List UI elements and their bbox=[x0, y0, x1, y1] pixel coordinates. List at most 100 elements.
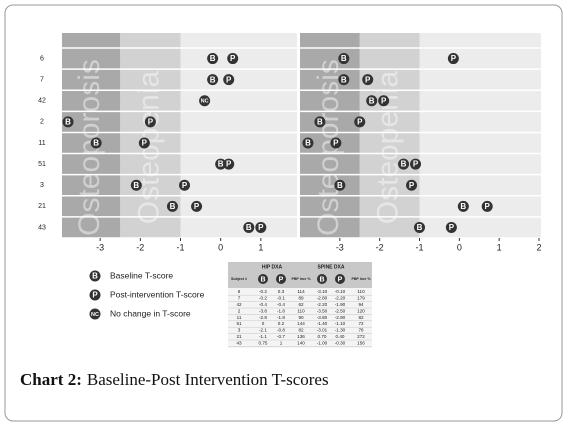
legend-label: No change in T-score bbox=[110, 308, 191, 318]
marker-symbol: P bbox=[365, 75, 371, 84]
marker bbox=[481, 200, 493, 212]
marker-symbol: P bbox=[258, 223, 264, 232]
table-group-header: SPINE DXA bbox=[318, 264, 345, 270]
table-cell: -3.01 bbox=[317, 328, 328, 333]
x-tick-label: 0 bbox=[457, 242, 462, 252]
table-cell: -1.1 bbox=[259, 334, 267, 339]
table-cell: 82 bbox=[358, 315, 364, 320]
legend-marker-symbol: B bbox=[92, 272, 98, 281]
marker-symbol: P bbox=[333, 139, 339, 148]
table-cell: -2.20 bbox=[335, 296, 346, 301]
table-cell: -2.1 bbox=[259, 328, 267, 333]
marker-symbol: B bbox=[133, 181, 139, 190]
marker-symbol: B bbox=[170, 202, 176, 211]
marker bbox=[207, 53, 219, 65]
marker bbox=[191, 200, 203, 212]
marker bbox=[330, 137, 342, 149]
marker bbox=[130, 179, 142, 191]
table-cell: 110 bbox=[357, 289, 365, 294]
table-cell: 1 bbox=[280, 340, 283, 345]
table-header-icon bbox=[335, 274, 345, 284]
table-header-symbol: B bbox=[319, 276, 324, 283]
table-header-symbol: P bbox=[279, 276, 284, 283]
table-cell: -2.90 bbox=[335, 315, 346, 320]
marker-symbol: B bbox=[460, 202, 466, 211]
legend-marker bbox=[89, 270, 101, 282]
x-tick-label: -3 bbox=[336, 242, 344, 252]
table-cell: 140 bbox=[297, 340, 305, 345]
table-cell: 179 bbox=[357, 296, 365, 301]
marker bbox=[255, 221, 267, 233]
marker bbox=[378, 95, 390, 107]
x-tick-label: 0 bbox=[218, 242, 223, 252]
x-tick-label: -1 bbox=[176, 242, 184, 252]
row-label: 6 bbox=[40, 55, 44, 62]
x-tick-label: -1 bbox=[415, 242, 423, 252]
table-cell: 114 bbox=[297, 289, 305, 294]
table-cell: 43 bbox=[236, 340, 242, 345]
marker bbox=[447, 53, 459, 65]
table-cell: 42 bbox=[236, 302, 242, 307]
row-label: 43 bbox=[38, 224, 46, 231]
table-header: PBP Incr % bbox=[291, 277, 311, 281]
table-cell: 120 bbox=[357, 308, 365, 313]
marker-symbol: P bbox=[142, 139, 148, 148]
legend-label: Post-intervention T-score bbox=[110, 289, 205, 299]
marker bbox=[457, 200, 469, 212]
table-cell: -2.20 bbox=[317, 302, 328, 307]
range-band bbox=[62, 33, 121, 238]
marker-symbol: B bbox=[218, 160, 224, 169]
table-cell: 0.40 bbox=[336, 334, 345, 339]
marker bbox=[314, 116, 326, 128]
table-group-header: HIP DXA bbox=[262, 264, 283, 270]
table-header-icon bbox=[258, 274, 268, 284]
table-cell: -2.50 bbox=[335, 308, 346, 313]
marker bbox=[199, 95, 211, 107]
table-cell: 6 bbox=[238, 289, 241, 294]
table-cell: -3.80 bbox=[317, 315, 328, 320]
table-header: PBP Incr % bbox=[351, 277, 371, 281]
table-cell: 272 bbox=[357, 334, 365, 339]
row-label: 3 bbox=[40, 182, 44, 189]
table-cell: -3.10 bbox=[317, 289, 328, 294]
range-band bbox=[300, 33, 360, 238]
x-tick-label: -3 bbox=[96, 242, 104, 252]
marker bbox=[302, 137, 314, 149]
marker-symbol: P bbox=[226, 75, 232, 84]
table-header-icon bbox=[317, 274, 327, 284]
table-cell: -0.4 bbox=[259, 302, 267, 307]
marker-symbol: P bbox=[148, 117, 154, 126]
table-cell: 21 bbox=[236, 334, 242, 339]
table-cell: -2.8 bbox=[259, 315, 267, 320]
marker-symbol: P bbox=[449, 223, 455, 232]
legend-marker-symbol: P bbox=[92, 291, 98, 300]
marker-symbol: P bbox=[409, 181, 415, 190]
table-cell: -1.40 bbox=[317, 321, 328, 326]
table-cell: 51 bbox=[236, 321, 242, 326]
table-cell: 144 bbox=[297, 321, 305, 326]
marker-symbol: B bbox=[210, 75, 216, 84]
table-cell: 0.2 bbox=[278, 321, 285, 326]
marker-symbol: P bbox=[226, 160, 232, 169]
marker bbox=[354, 116, 366, 128]
x-tick-label: 1 bbox=[497, 242, 502, 252]
row-label: 7 bbox=[40, 77, 44, 84]
marker bbox=[207, 74, 219, 86]
table-cell: -1.8 bbox=[277, 315, 285, 320]
marker-symbol: B bbox=[317, 117, 323, 126]
table-header-symbol: P bbox=[338, 276, 343, 283]
marker bbox=[410, 158, 422, 170]
band-label: Osteoporosis bbox=[312, 59, 345, 236]
legend-marker bbox=[89, 289, 101, 301]
table-cell: -3.8 bbox=[259, 308, 267, 313]
caption: Chart 2: Baseline-Post Intervention T-sco… bbox=[20, 370, 329, 389]
table-cell: 90 bbox=[298, 315, 304, 320]
row-label: 21 bbox=[38, 203, 46, 210]
table-header-icon bbox=[276, 274, 286, 284]
table-cell: 156 bbox=[357, 340, 365, 345]
marker bbox=[445, 221, 457, 233]
table-cell: 0.3 bbox=[278, 289, 285, 294]
table-cell: 94 bbox=[358, 302, 364, 307]
range-band bbox=[359, 33, 420, 238]
table-cell: 72 bbox=[358, 321, 364, 326]
